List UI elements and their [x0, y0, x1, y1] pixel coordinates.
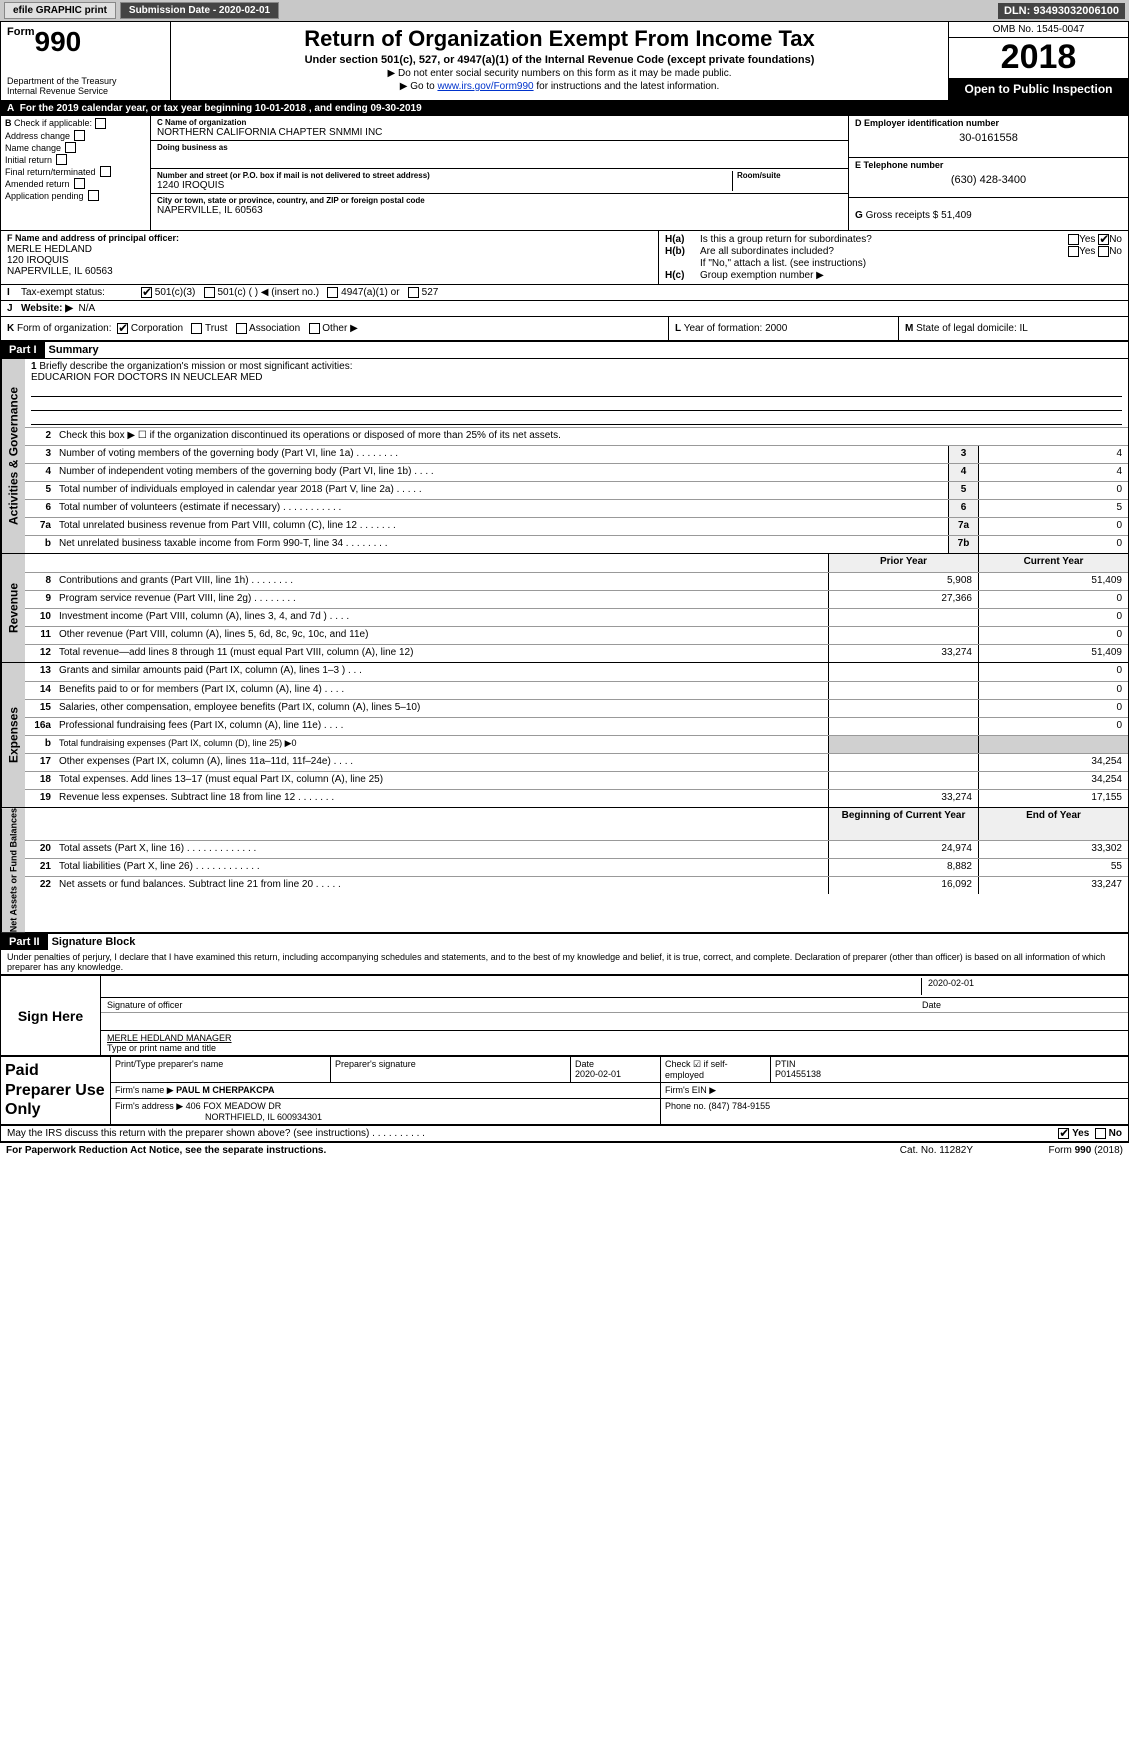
checkbox[interactable]: [141, 287, 152, 298]
checkbox[interactable]: [1068, 246, 1079, 257]
section-bc: B Check if applicable: Address changeNam…: [1, 116, 1128, 231]
omb-number: OMB No. 1545-0047: [949, 22, 1128, 38]
note-2: ▶ Go to www.irs.gov/Form990 for instruct…: [175, 81, 944, 92]
open-inspection: Open to Public Inspection: [949, 78, 1128, 100]
ein-cell: D Employer identification number 30-0161…: [849, 116, 1128, 158]
paid-row-3: Firm's address ▶ 406 FOX MEADOW DRNORTHF…: [111, 1099, 1128, 1124]
checkbox[interactable]: [1095, 1128, 1106, 1139]
part1-header: Part ISummary: [1, 342, 1128, 359]
checkbox[interactable]: [100, 166, 111, 177]
street-cell: Number and street (or P.O. box if mail i…: [151, 169, 848, 194]
checkbox[interactable]: [1098, 246, 1109, 257]
checkbox[interactable]: [74, 178, 85, 189]
paid-row-2: Firm's name ▶ PAUL M CHERPAKCPA Firm's E…: [111, 1083, 1128, 1099]
paid-row-1: Print/Type preparer's name Preparer's si…: [111, 1057, 1128, 1083]
header-left: Form990 Department of the Treasury Inter…: [1, 22, 171, 100]
header-right: OMB No. 1545-0047 2018 Open to Public In…: [948, 22, 1128, 100]
section-b: B Check if applicable: Address changeNam…: [1, 116, 151, 230]
sign-here-block: Sign Here 2020-02-01 Signature of office…: [1, 975, 1128, 1055]
row-i: I Tax-exempt status: 501(c)(3) 501(c) ( …: [1, 285, 1128, 301]
col-headers-2: Beginning of Current Year End of Year: [25, 808, 1128, 840]
checkbox[interactable]: [1058, 1128, 1069, 1139]
form-subtitle: Under section 501(c), 527, or 4947(a)(1)…: [175, 54, 944, 66]
section-h: H(a)Is this a group return for subordina…: [658, 231, 1128, 284]
tax-year: 2018: [949, 38, 1128, 78]
line-2: 2 Check this box ▶ ☐ if the organization…: [25, 427, 1128, 445]
checkbox[interactable]: [327, 287, 338, 298]
mission-block: 1 Briefly describe the organization's mi…: [25, 359, 1128, 427]
city-cell: City or town, state or province, country…: [151, 194, 848, 218]
row-j: J Website: ▶ N/A: [1, 301, 1128, 317]
governance-block: Activities & Governance 1 Briefly descri…: [1, 359, 1128, 554]
efile-btn[interactable]: efile GRAPHIC print: [4, 2, 116, 19]
department: Department of the Treasury Internal Reve…: [7, 76, 164, 96]
side-net: Net Assets or Fund Balances: [1, 808, 25, 932]
form-container: Form990 Department of the Treasury Inter…: [0, 21, 1129, 1143]
checkbox[interactable]: [1098, 234, 1109, 245]
paid-preparer-label: Paid Preparer Use Only: [1, 1057, 111, 1124]
netassets-block: Net Assets or Fund Balances Beginning of…: [1, 808, 1128, 934]
header-row: Form990 Department of the Treasury Inter…: [1, 22, 1128, 101]
row-a: A For the 2019 calendar year, or tax yea…: [1, 101, 1128, 116]
row-k: K Form of organization: Corporation Trus…: [1, 317, 1128, 342]
header-center: Return of Organization Exempt From Incom…: [171, 22, 948, 100]
gross-cell: G Gross receipts $ 51,409: [849, 198, 1128, 230]
discuss-row: May the IRS discuss this return with the…: [1, 1126, 1128, 1142]
part2-header: Part IISignature Block: [1, 934, 1128, 950]
org-name: NORTHERN CALIFORNIA CHAPTER SNMMI INC: [157, 127, 382, 138]
row-fh: F Name and address of principal officer:…: [1, 231, 1128, 285]
checkbox[interactable]: [56, 154, 67, 165]
section-c: C Name of organization NORTHERN CALIFORN…: [151, 116, 848, 230]
section-de: D Employer identification number 30-0161…: [848, 116, 1128, 230]
side-governance: Activities & Governance: [1, 359, 25, 553]
checkbox[interactable]: [1068, 234, 1079, 245]
checkbox[interactable]: [236, 323, 247, 334]
revenue-block: Revenue Prior Year Current Year 8Contrib…: [1, 554, 1128, 663]
expenses-block: Expenses 13Grants and similar amounts pa…: [1, 663, 1128, 808]
section-f: F Name and address of principal officer:…: [1, 231, 658, 284]
checkbox[interactable]: [74, 130, 85, 141]
org-name-cell: C Name of organization NORTHERN CALIFORN…: [151, 116, 848, 141]
side-expenses: Expenses: [1, 663, 25, 807]
note-1: ▶ Do not enter social security numbers o…: [175, 68, 944, 79]
checkbox[interactable]: [191, 323, 202, 334]
submission-btn[interactable]: Submission Date - 2020-02-01: [120, 2, 279, 19]
dln-label: DLN: 93493032006100: [998, 3, 1125, 19]
sign-here-label: Sign Here: [1, 976, 101, 1055]
top-bar: efile GRAPHIC print Submission Date - 20…: [0, 0, 1129, 21]
checkbox[interactable]: [117, 323, 128, 334]
sig-date: 2020-02-01: [922, 978, 1122, 995]
paid-preparer-block: Paid Preparer Use Only Print/Type prepar…: [1, 1055, 1128, 1126]
checkbox[interactable]: [65, 142, 76, 153]
checkbox[interactable]: [204, 287, 215, 298]
col-headers: Prior Year Current Year: [25, 554, 1128, 572]
checkbox[interactable]: [309, 323, 320, 334]
checkbox[interactable]: [88, 190, 99, 201]
check-icon[interactable]: [95, 118, 106, 129]
side-revenue: Revenue: [1, 554, 25, 662]
penalty-text: Under penalties of perjury, I declare th…: [1, 950, 1128, 975]
form-number: Form990: [7, 26, 164, 58]
phone-cell: E Telephone number (630) 428-3400: [849, 158, 1128, 198]
checkbox[interactable]: [408, 287, 419, 298]
irs-link[interactable]: www.irs.gov/Form990: [437, 81, 533, 92]
dba-cell: Doing business as: [151, 141, 848, 169]
footer-row: For Paperwork Reduction Act Notice, see …: [0, 1143, 1129, 1158]
form-title: Return of Organization Exempt From Incom…: [175, 26, 944, 52]
